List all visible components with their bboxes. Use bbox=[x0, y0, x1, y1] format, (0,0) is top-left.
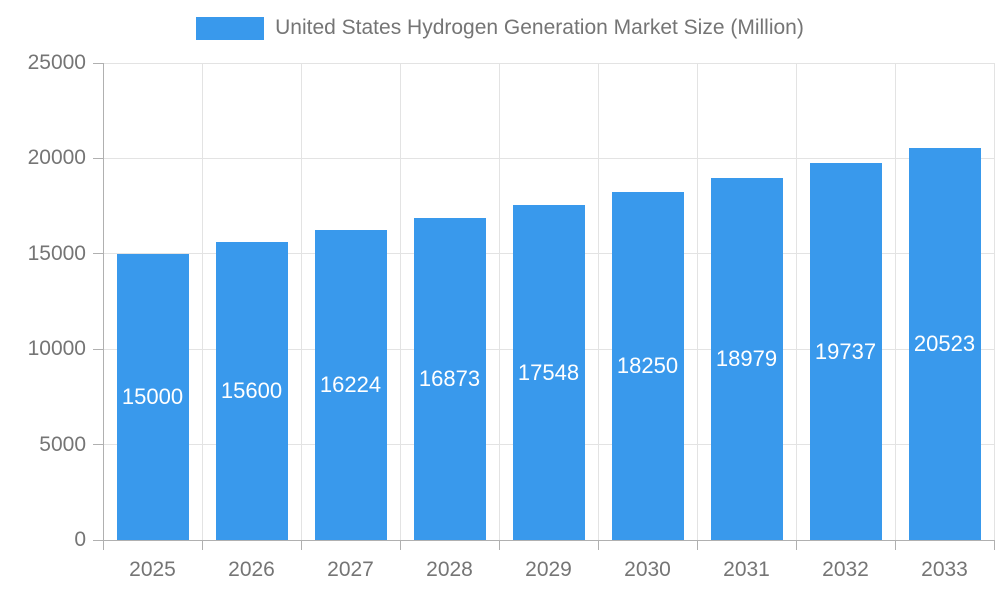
x-axis-tick bbox=[399, 540, 401, 550]
x-axis-tick bbox=[795, 540, 797, 550]
gridline-vertical bbox=[894, 63, 896, 540]
bar-value-label: 19737 bbox=[814, 338, 877, 364]
bar-value-label: 15600 bbox=[220, 378, 283, 404]
x-axis-tick bbox=[597, 540, 599, 550]
y-axis-tick-label: 10000 bbox=[27, 337, 86, 361]
gridline-vertical bbox=[399, 63, 401, 540]
bar-2033[interactable]: 20523 bbox=[908, 148, 981, 540]
x-axis-tick bbox=[894, 540, 896, 550]
y-axis-tick-label: 25000 bbox=[27, 51, 86, 74]
y-axis-tick bbox=[93, 444, 103, 446]
gridline-vertical bbox=[498, 63, 500, 540]
bar-value-label: 18250 bbox=[616, 352, 679, 378]
bar-2031[interactable]: 18979 bbox=[710, 177, 783, 540]
x-axis-tick bbox=[696, 540, 698, 550]
gridline-vertical bbox=[201, 63, 203, 540]
x-axis-tick-label: 2029 bbox=[525, 558, 572, 581]
x-axis-line bbox=[103, 539, 994, 541]
gridline-vertical bbox=[300, 63, 302, 540]
x-axis-tick-label: 2028 bbox=[426, 558, 473, 581]
y-axis-tick bbox=[93, 157, 103, 159]
y-axis-tick-label: 20000 bbox=[27, 146, 86, 170]
legend[interactable]: United States Hydrogen Generation Market… bbox=[0, 16, 1000, 40]
x-axis-tick bbox=[102, 540, 104, 550]
bar-value-label: 15000 bbox=[121, 383, 184, 409]
chart-title[interactable]: United States Hydrogen Generation Market… bbox=[275, 16, 804, 39]
y-axis-tick bbox=[93, 539, 103, 541]
x-axis-tick-label: 2027 bbox=[327, 558, 374, 581]
plot-area: 15000 15600 16224 16873 17548 18250 18979 19737… bbox=[103, 62, 995, 540]
x-axis-tick-label: 2026 bbox=[228, 558, 275, 581]
gridline-vertical bbox=[696, 63, 698, 540]
x-axis-tick bbox=[201, 540, 203, 550]
x-axis-tick bbox=[993, 540, 995, 550]
bar-2028[interactable]: 16873 bbox=[413, 218, 486, 540]
bar-value-label: 16224 bbox=[319, 372, 382, 398]
y-axis-tick bbox=[93, 348, 103, 350]
x-axis-tick-label: 2032 bbox=[822, 558, 869, 581]
y-axis-tick-label: 15000 bbox=[27, 241, 86, 265]
bar-value-label: 17548 bbox=[517, 359, 580, 385]
bar-value-label: 16873 bbox=[418, 366, 481, 392]
bar-2030[interactable]: 18250 bbox=[611, 191, 684, 540]
bar-2027[interactable]: 16224 bbox=[314, 230, 387, 540]
x-axis-tick bbox=[300, 540, 302, 550]
x-axis-tick-label: 2033 bbox=[921, 558, 968, 581]
y-axis-tick bbox=[93, 62, 103, 64]
legend-swatch[interactable] bbox=[196, 16, 265, 40]
gridline-horizontal bbox=[103, 62, 994, 64]
gridline-vertical bbox=[597, 63, 599, 540]
y-axis-tick bbox=[93, 253, 103, 255]
y-axis-tick-label: 5000 bbox=[39, 432, 86, 456]
bar-value-label: 18979 bbox=[715, 345, 778, 371]
x-axis-tick bbox=[498, 540, 500, 550]
x-axis-tick-label: 2031 bbox=[723, 558, 770, 581]
bar-2032[interactable]: 19737 bbox=[809, 163, 882, 540]
bar-2025[interactable]: 15000 bbox=[116, 253, 189, 540]
bar-2026[interactable]: 15600 bbox=[215, 242, 288, 540]
gridline-vertical bbox=[993, 63, 995, 540]
gridline-horizontal bbox=[103, 157, 994, 159]
gridline-vertical bbox=[795, 63, 797, 540]
y-axis-tick-label: 0 bbox=[74, 528, 86, 551]
bar-value-label: 20523 bbox=[913, 331, 976, 357]
x-axis-tick-label: 2025 bbox=[129, 558, 176, 581]
x-axis-tick-label: 2030 bbox=[624, 558, 671, 581]
bar-2029[interactable]: 17548 bbox=[512, 205, 585, 540]
y-axis-line bbox=[102, 63, 104, 540]
